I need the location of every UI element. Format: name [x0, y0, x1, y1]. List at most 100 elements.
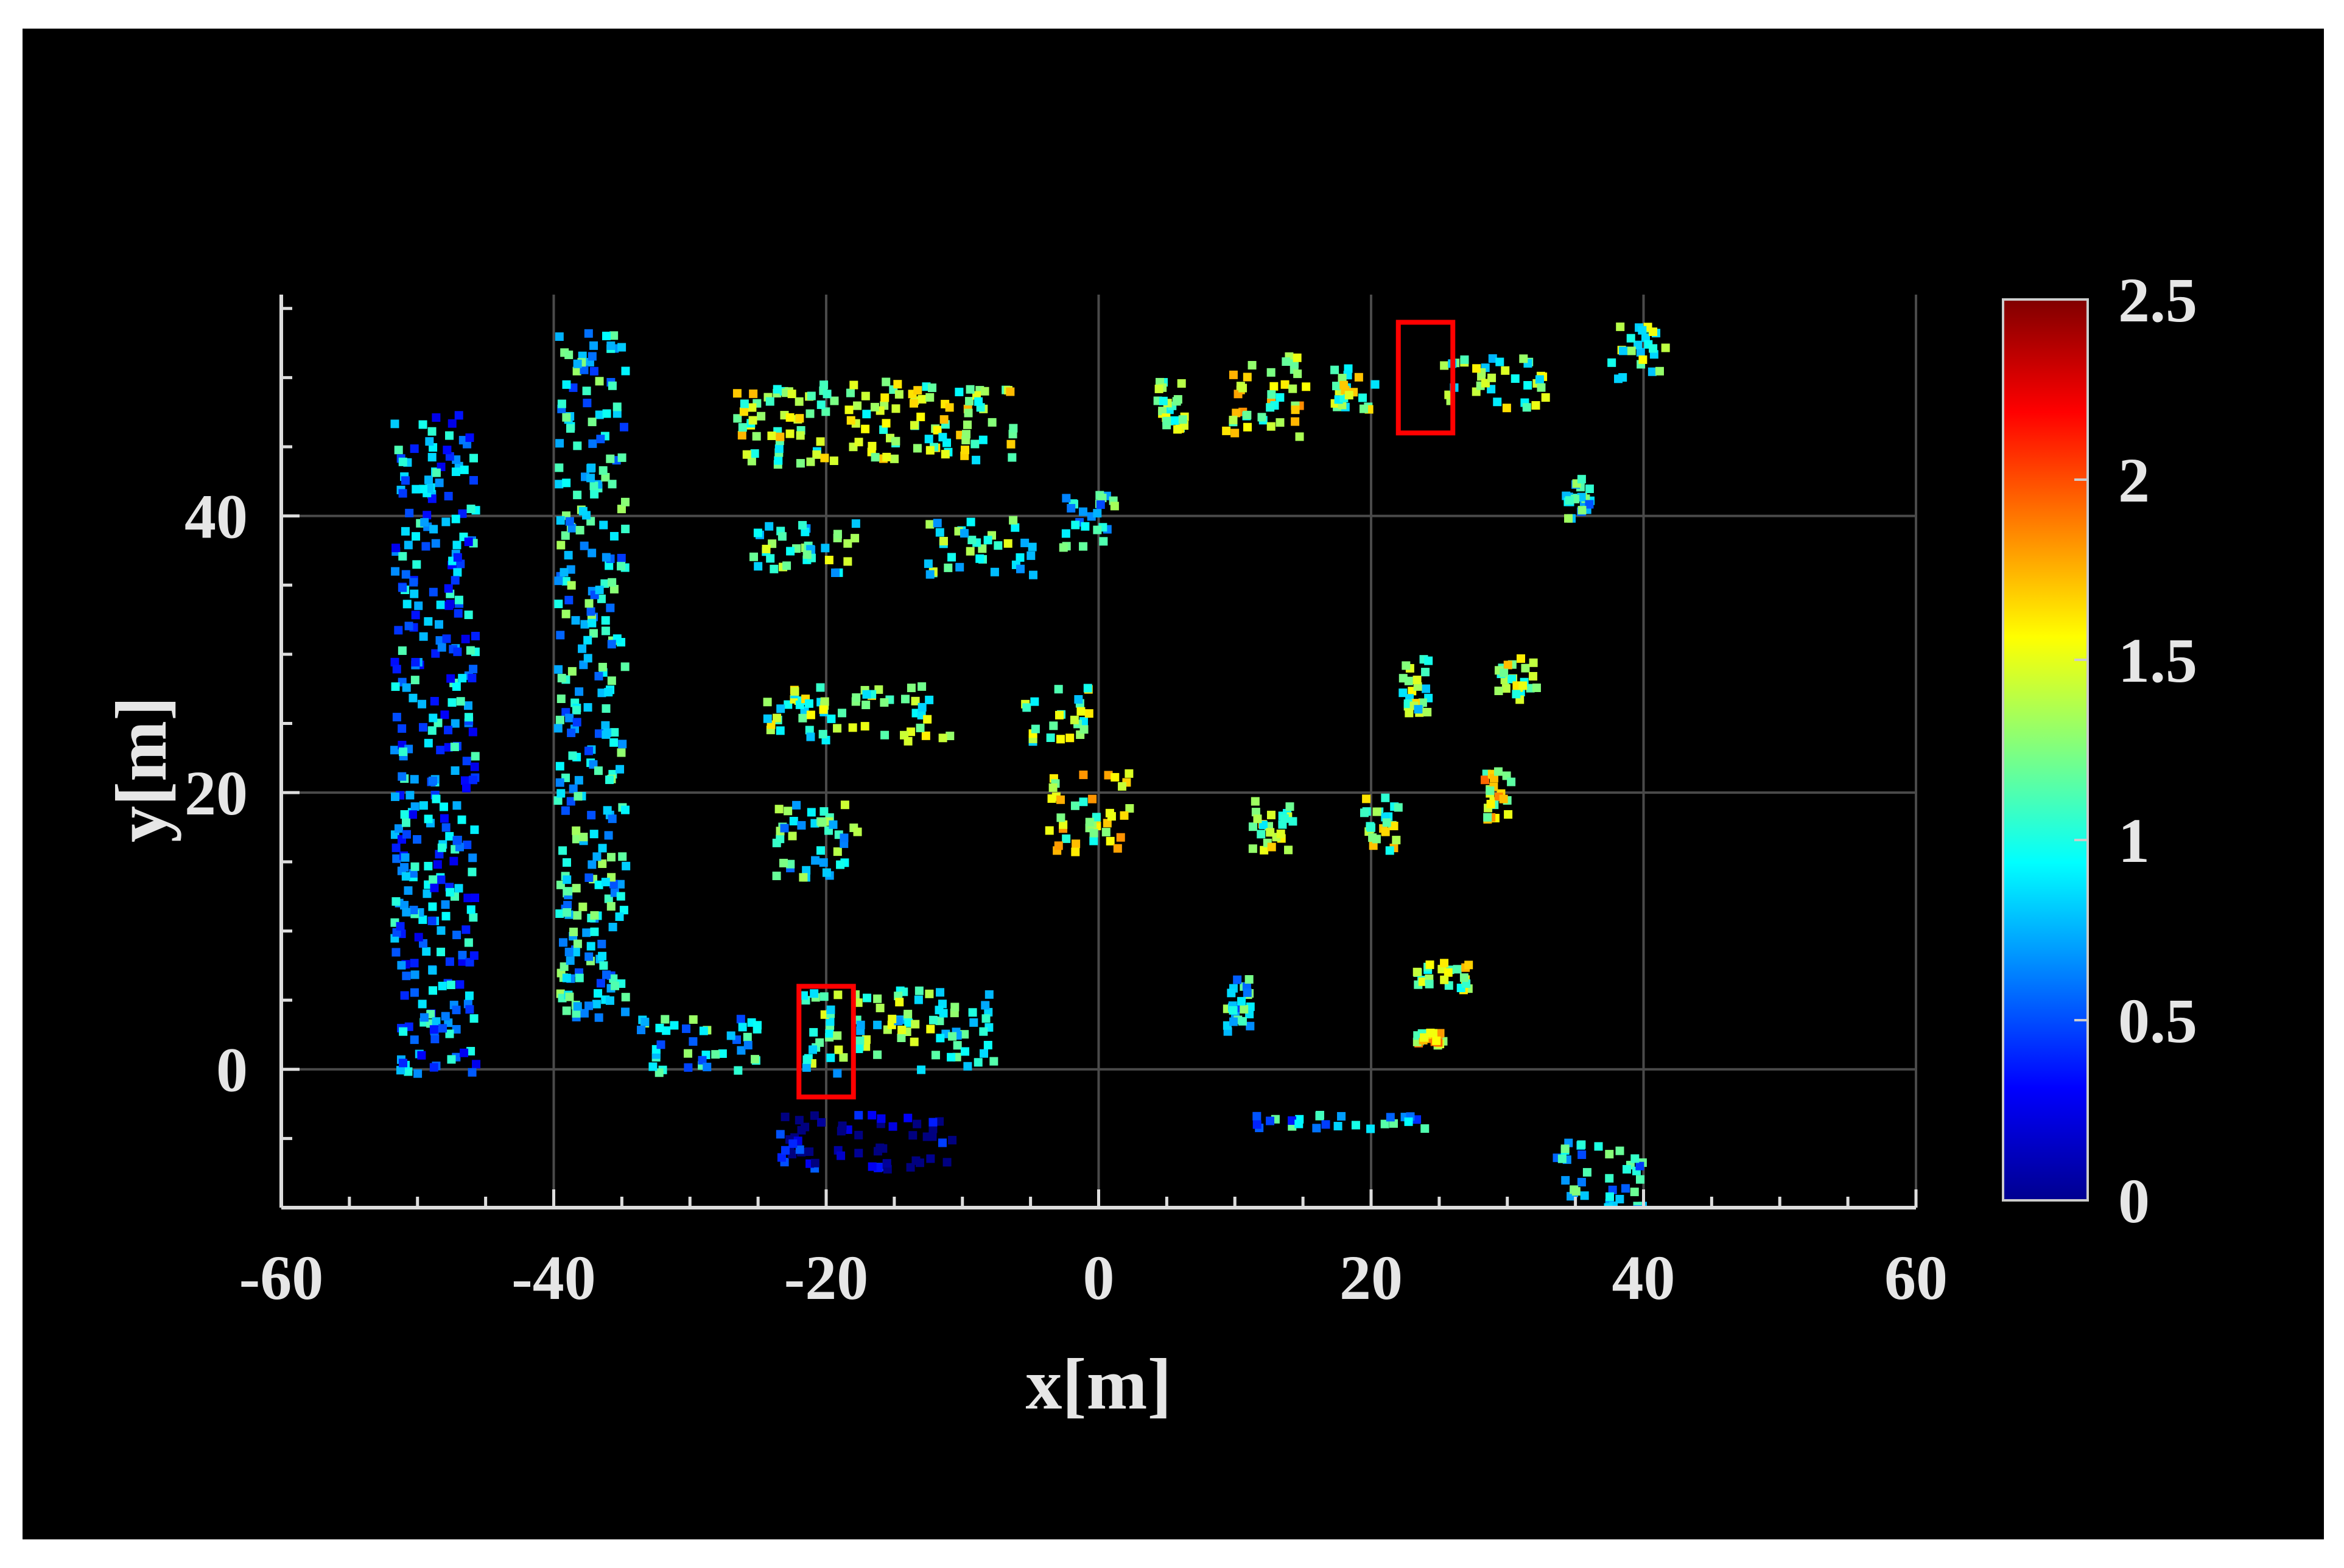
point: [563, 901, 572, 910]
point: [984, 990, 994, 999]
point: [573, 911, 582, 920]
point: [579, 660, 588, 670]
point: [594, 729, 603, 738]
point: [583, 635, 592, 645]
point: [1266, 403, 1275, 412]
point: [856, 1020, 865, 1029]
point: [765, 522, 774, 531]
point: [852, 693, 861, 702]
point: [404, 541, 413, 550]
point: [1022, 703, 1031, 712]
point: [890, 454, 899, 463]
point: [802, 866, 811, 875]
point: [594, 766, 603, 775]
point: [785, 413, 795, 422]
point: [732, 389, 742, 398]
point: [617, 562, 626, 571]
point: [566, 797, 575, 806]
point: [608, 814, 617, 824]
point: [879, 425, 888, 434]
point: [586, 942, 595, 951]
point: [446, 980, 455, 989]
point: [747, 457, 756, 466]
point: [621, 993, 630, 1002]
point: [622, 861, 631, 870]
point: [918, 394, 927, 404]
point: [1285, 802, 1294, 811]
point: [854, 1045, 863, 1054]
point: [399, 747, 408, 757]
point: [609, 738, 619, 747]
point: [423, 511, 432, 520]
point: [391, 544, 401, 553]
x-tick-label: 20: [1339, 1243, 1403, 1313]
point: [592, 852, 602, 861]
point: [1621, 1184, 1630, 1193]
point: [1321, 1120, 1330, 1129]
point: [1577, 1150, 1587, 1160]
point: [909, 399, 918, 408]
point: [979, 1027, 988, 1036]
point: [1423, 707, 1432, 716]
point: [594, 671, 603, 681]
point: [969, 1018, 978, 1027]
point: [1222, 426, 1231, 435]
point: [1093, 525, 1102, 534]
point: [466, 505, 475, 514]
point: [602, 730, 611, 739]
point: [418, 485, 427, 494]
point: [836, 860, 845, 869]
point: [897, 1026, 907, 1035]
point: [599, 961, 608, 970]
point: [893, 380, 902, 389]
point: [1059, 820, 1068, 829]
point: [1412, 967, 1422, 976]
point: [1381, 827, 1390, 836]
point: [414, 601, 423, 611]
point: [1495, 357, 1504, 366]
point: [833, 990, 843, 999]
point: [618, 852, 627, 861]
x-tick-label: 0: [1083, 1243, 1115, 1313]
point: [1372, 807, 1381, 816]
point: [1487, 373, 1497, 382]
point: [781, 1112, 790, 1121]
point: [454, 411, 463, 420]
point: [711, 1050, 720, 1059]
point: [410, 988, 419, 997]
point: [606, 454, 615, 463]
point: [464, 611, 473, 620]
point: [599, 520, 608, 530]
point: [1655, 366, 1664, 376]
point: [947, 1052, 956, 1062]
point-cluster: [1248, 797, 1297, 855]
point: [567, 728, 576, 737]
point: [563, 908, 572, 917]
point: [811, 856, 820, 865]
point: [1016, 553, 1025, 562]
point: [670, 1021, 679, 1030]
point: [871, 453, 880, 462]
point: [907, 684, 916, 693]
point: [882, 419, 891, 428]
point: [461, 783, 471, 793]
point: [452, 801, 461, 810]
point: [983, 536, 992, 545]
point: [1266, 828, 1275, 837]
point: [792, 800, 801, 810]
point: [913, 444, 922, 453]
point: [1284, 845, 1293, 855]
point: [1107, 812, 1116, 821]
point: [843, 557, 852, 566]
point: [1229, 416, 1238, 425]
point: [452, 836, 461, 845]
point: [925, 393, 935, 402]
point: [826, 1005, 835, 1014]
point: [1339, 380, 1349, 390]
point: [1512, 690, 1521, 699]
point: [564, 947, 574, 956]
point: [418, 915, 427, 924]
point: [1577, 475, 1586, 484]
point: [1501, 366, 1510, 375]
point: [853, 827, 862, 836]
